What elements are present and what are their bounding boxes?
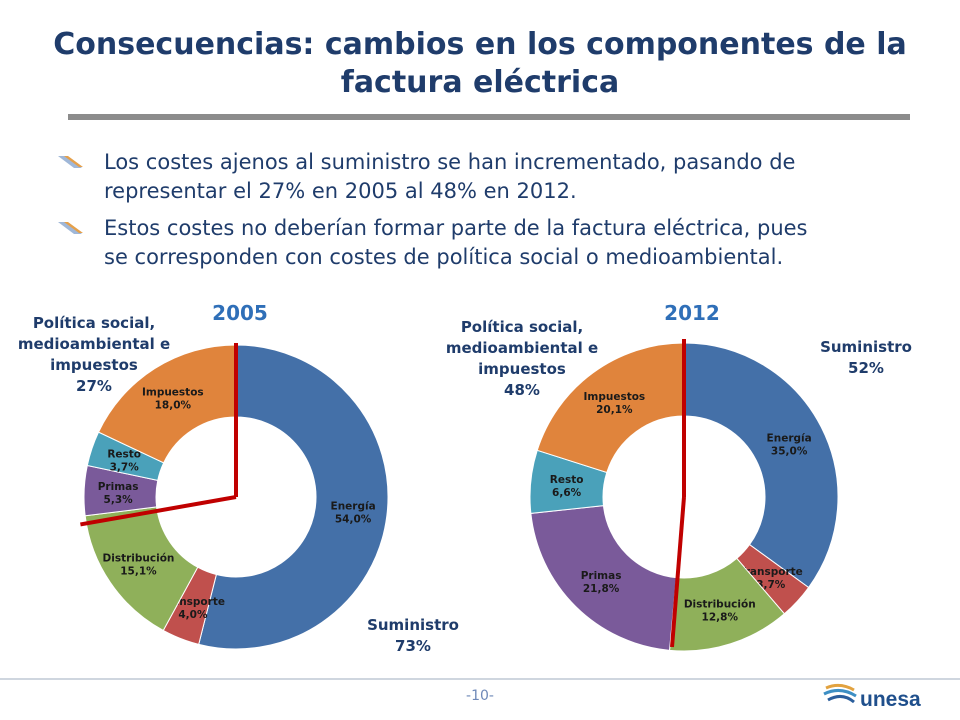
annotation-label: medioambiental e bbox=[18, 335, 170, 353]
chart-year-title: 2012 bbox=[664, 301, 720, 325]
divider-line bbox=[670, 496, 686, 648]
slice-value-energia: 35,0% bbox=[771, 445, 808, 457]
slice-label-transporte: Transporte bbox=[739, 566, 803, 578]
slice-label-distribucion: Distribución bbox=[684, 598, 756, 610]
slice-value-primas: 5,3% bbox=[104, 494, 134, 506]
slice-label-impuestos: Impuestos bbox=[583, 391, 645, 403]
slice-value-transporte: 4,0% bbox=[178, 609, 208, 621]
chart-year-title: 2005 bbox=[212, 301, 268, 325]
slide-title-line-2: factura eléctrica bbox=[340, 65, 620, 100]
slice-label-resto: Resto bbox=[550, 474, 584, 486]
slice-value-primas: 21,8% bbox=[583, 583, 620, 595]
bullet-1-line-2: representar el 27% en 2005 al 48% en 201… bbox=[104, 179, 577, 203]
slide-title: Consecuencias: cambios en los componente… bbox=[40, 26, 920, 102]
stripe-bullet-icon bbox=[58, 222, 83, 234]
annotation-label: Política social, bbox=[33, 314, 155, 332]
slice-value-resto: 3,7% bbox=[110, 461, 140, 473]
svg-text:unesa: unesa bbox=[860, 688, 921, 711]
annotation-label: Suministro bbox=[820, 338, 912, 356]
unesa-logo: unesa bbox=[823, 683, 921, 711]
slice-label-primas: Primas bbox=[581, 570, 622, 582]
stripe-bullet-icon bbox=[58, 156, 83, 168]
annotation-value: 48% bbox=[504, 381, 540, 399]
slice-primas bbox=[530, 505, 677, 651]
slice-energia bbox=[683, 342, 839, 589]
footer-divider bbox=[0, 678, 960, 680]
slice-value-resto: 6,6% bbox=[552, 487, 582, 499]
page-number: -10- bbox=[466, 688, 494, 704]
annotation-label: impuestos bbox=[478, 360, 566, 378]
annotation-value: 73% bbox=[395, 637, 431, 655]
slice-label-impuestos: Impuestos bbox=[142, 386, 204, 398]
bullet-2-line-2: se corresponden con costes de política s… bbox=[104, 245, 784, 269]
slice-value-transporte: 3,7% bbox=[756, 579, 786, 591]
slice-label-primas: Primas bbox=[98, 481, 139, 493]
bullet-list: Los costes ajenos al suministro se han i… bbox=[56, 148, 916, 280]
slice-label-resto: Resto bbox=[107, 448, 141, 460]
slice-label-energia: Energía bbox=[331, 501, 376, 513]
slice-impuestos bbox=[536, 342, 685, 474]
annotation-value: 27% bbox=[76, 377, 112, 395]
slice-label-energia: Energía bbox=[767, 432, 812, 444]
annotation-label: medioambiental e bbox=[446, 339, 598, 357]
slice-value-impuestos: 20,1% bbox=[596, 404, 633, 416]
annotation-value: 52% bbox=[848, 359, 884, 377]
slice-label-distribucion: Distribución bbox=[103, 552, 175, 564]
divider-line bbox=[80, 495, 237, 527]
annotation-label: impuestos bbox=[50, 356, 138, 374]
donut-chart-2005: Energía54,0%Transporte4,0%Distribución15… bbox=[80, 343, 389, 650]
slice-value-distribucion: 12,8% bbox=[702, 611, 739, 623]
bullet-1-line-1: Los costes ajenos al suministro se han i… bbox=[104, 150, 796, 174]
title-divider bbox=[68, 114, 910, 120]
bullet-item-1: Los costes ajenos al suministro se han i… bbox=[56, 148, 916, 206]
slice-value-impuestos: 18,0% bbox=[155, 399, 192, 411]
slide-title-line-1: Consecuencias: cambios en los componente… bbox=[53, 27, 907, 62]
slice-value-distribucion: 15,1% bbox=[120, 565, 157, 577]
bullet-item-2: Estos costes no deberían formar parte de… bbox=[56, 214, 916, 272]
annotation-label: Suministro bbox=[367, 616, 459, 634]
bullet-2-line-1: Estos costes no deberían formar parte de… bbox=[104, 216, 808, 240]
annotation-label: Política social, bbox=[461, 318, 583, 336]
slice-value-energia: 54,0% bbox=[335, 514, 372, 526]
slice-energia bbox=[198, 344, 389, 650]
